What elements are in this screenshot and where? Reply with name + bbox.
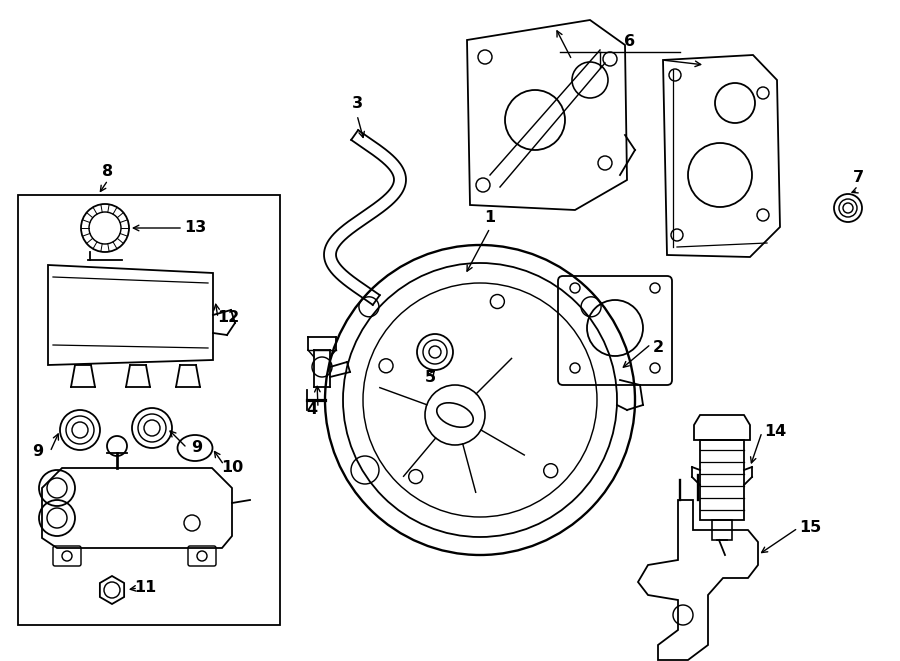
Bar [712,520,732,540]
Text: 2: 2 [652,340,663,356]
Text: 14: 14 [764,424,786,440]
Text: 9: 9 [32,444,43,459]
Text: 13: 13 [184,221,206,235]
Text: 5: 5 [425,371,436,385]
Text: 12: 12 [217,311,239,325]
Bar [18,195,280,625]
Bar [700,440,744,520]
Text: 8: 8 [103,165,113,180]
Text: 7: 7 [852,171,864,186]
Text: 1: 1 [484,210,496,225]
Text: 3: 3 [351,95,363,110]
Text: 9: 9 [192,440,202,455]
Text: 6: 6 [625,34,635,50]
Text: 4: 4 [306,403,318,418]
Text: 11: 11 [134,580,156,596]
Text: 15: 15 [799,520,821,535]
Text: 10: 10 [220,461,243,475]
